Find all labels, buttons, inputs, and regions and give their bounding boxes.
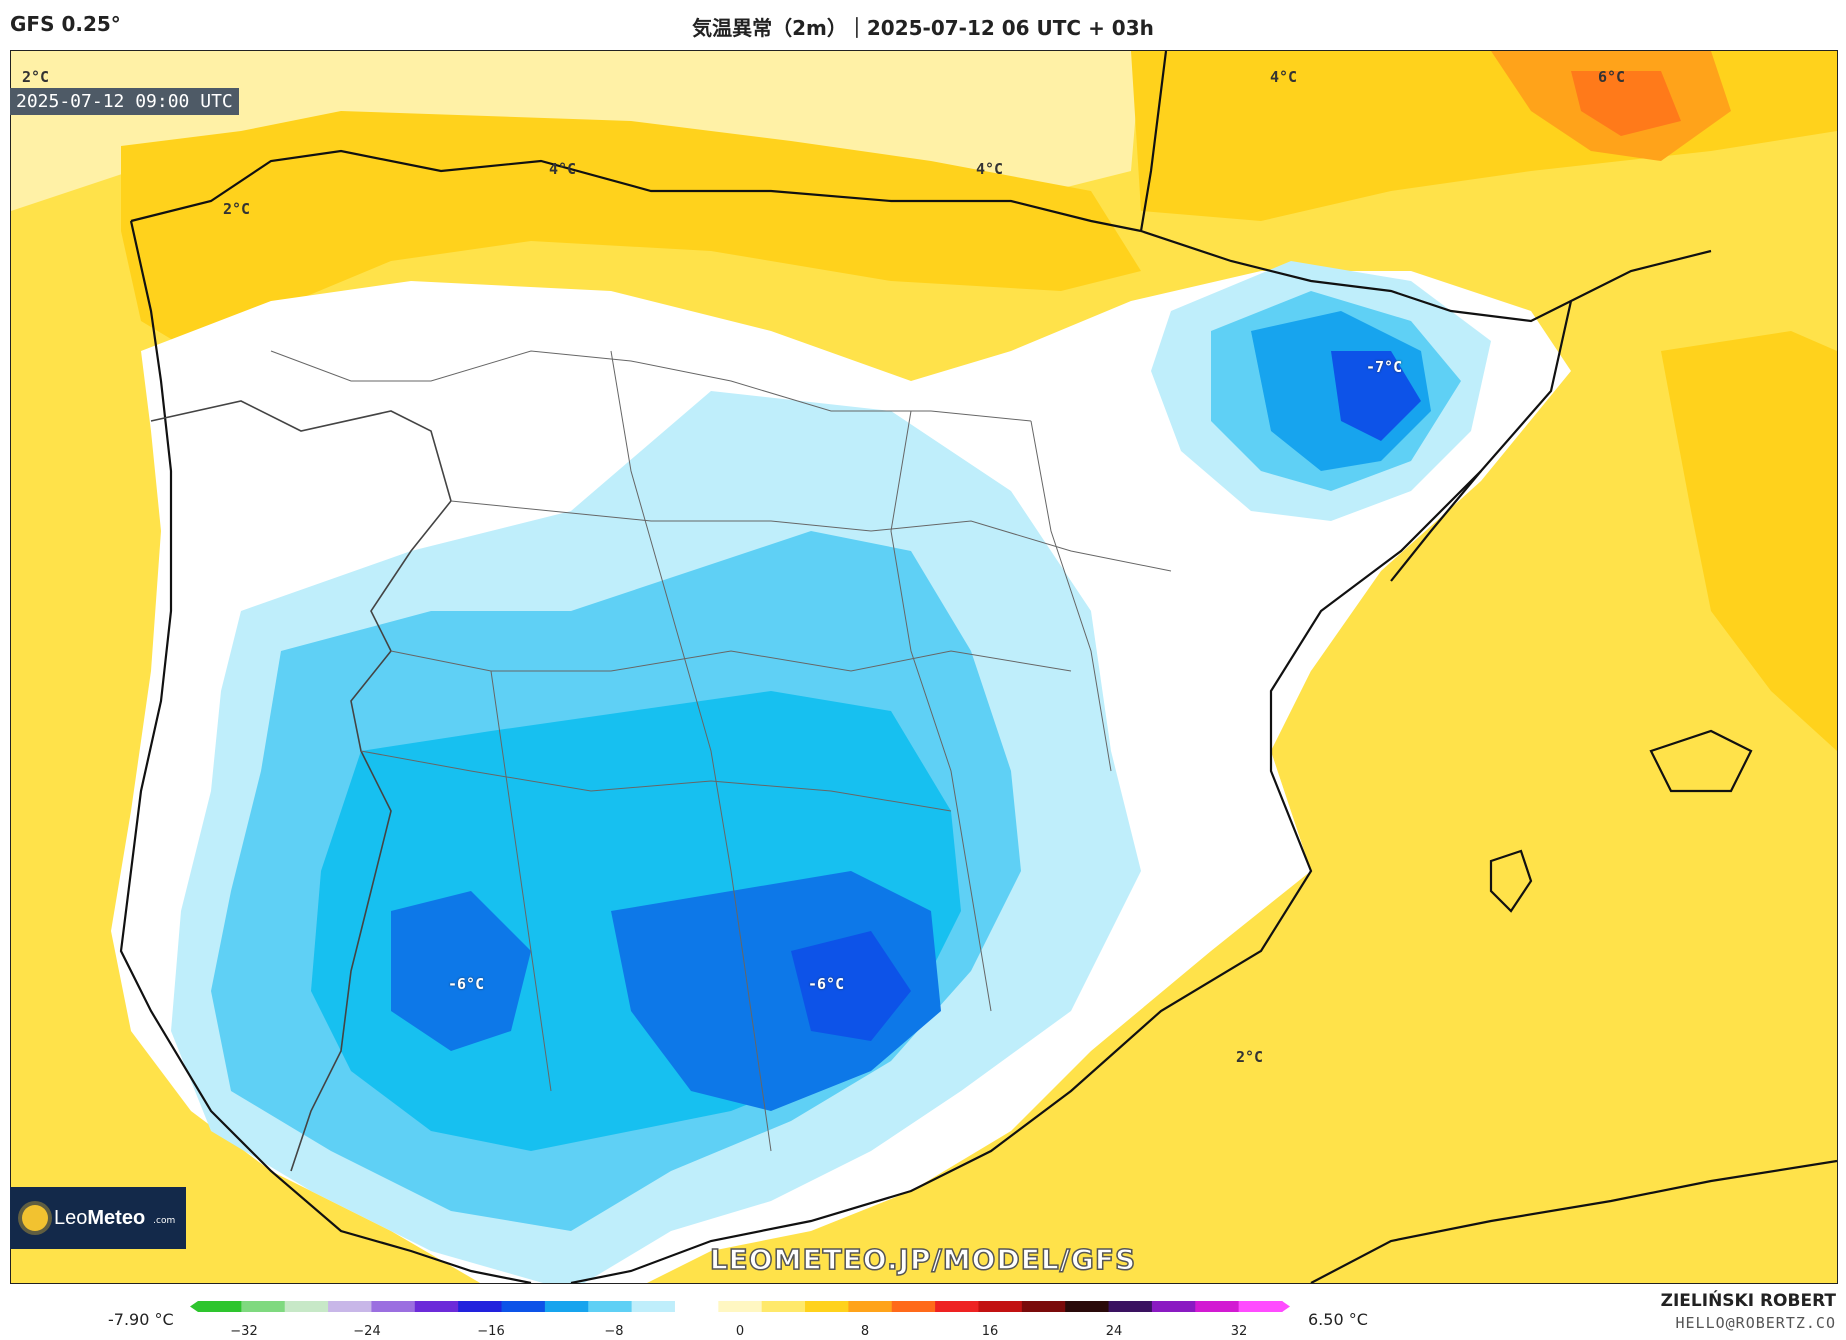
coastlines	[119, 51, 1837, 1283]
author-email[interactable]: HELLO@ROBERTZ.CO	[1675, 1314, 1836, 1332]
contour-label: 6°C	[1598, 68, 1626, 86]
sardinia-warm-zone	[1661, 331, 1837, 751]
scale-tick: 8	[860, 1324, 870, 1339]
scale-ticks: −32 −24 −16 −8 0 8 16 24 32	[190, 1324, 1290, 1340]
contour-label: 2°C	[22, 68, 50, 86]
scale-swatch	[198, 1301, 242, 1312]
scale-swatch	[978, 1301, 1023, 1312]
south-cold-core	[611, 871, 941, 1111]
contour-label: 2°C	[1236, 1048, 1264, 1066]
scale-swatch	[761, 1301, 806, 1312]
scale-swatch	[891, 1301, 936, 1312]
scale-swatch	[1108, 1301, 1153, 1312]
map-frame[interactable]	[10, 50, 1838, 1284]
cantabrian-warm-zone	[121, 111, 1141, 351]
contour-label: 2°C	[223, 200, 251, 218]
provincial-borders	[270, 350, 1172, 1152]
anomaly-map	[11, 51, 1837, 1283]
leometeo-logo[interactable]: LeoMeteo .com	[10, 1187, 186, 1249]
scale-swatch	[241, 1301, 286, 1312]
legend-max-value: 6.50 °C	[1308, 1310, 1368, 1329]
scale-arrow-min	[190, 1301, 198, 1312]
scale-swatch	[371, 1301, 416, 1312]
scale-swatch	[1151, 1301, 1196, 1312]
west-cold-core	[391, 891, 531, 1051]
scale-swatch	[935, 1301, 980, 1312]
scale-swatch	[284, 1301, 329, 1312]
logo-text: LeoMeteo	[54, 1206, 146, 1229]
scale-tick: 0	[735, 1324, 745, 1339]
scale-swatch	[544, 1301, 589, 1312]
scale-swatch	[1065, 1301, 1110, 1312]
scale-tick: 32	[1230, 1324, 1248, 1339]
scale-swatch	[501, 1301, 546, 1312]
scale-swatch	[1021, 1301, 1066, 1312]
france-hot-core	[1571, 71, 1681, 136]
author-credit: ZIELIŃSKI ROBERT	[1660, 1291, 1836, 1311]
scale-swatch	[631, 1301, 676, 1312]
model-label: GFS 0.25°	[10, 12, 121, 36]
scale-swatch	[588, 1301, 633, 1312]
mediterranean-warm-zone	[1011, 251, 1837, 1283]
site-watermark: LEOMETEO.JP/MODEL/GFS	[709, 1242, 1137, 1277]
scale-swatch	[458, 1301, 503, 1312]
scale-tick: −8	[604, 1324, 624, 1339]
ebro-cold-peak	[1331, 351, 1421, 441]
scale-tick: −24	[353, 1324, 381, 1339]
color-scale-bar	[190, 1301, 1290, 1312]
south-cold-peak	[791, 931, 911, 1041]
scale-swatch	[1195, 1301, 1240, 1312]
contour-label: 4°C	[1270, 68, 1298, 86]
scale-tick: 24	[1105, 1324, 1123, 1339]
scale-swatch	[674, 1301, 719, 1312]
scale-swatch	[718, 1301, 763, 1312]
scale-tick: 16	[981, 1324, 999, 1339]
legend-min-value: -7.90 °C	[108, 1310, 174, 1329]
map-title: 気温異常（2m）｜2025-07-12 06 UTC + 03h	[692, 16, 1154, 40]
scale-swatch	[414, 1301, 459, 1312]
logo-suffix: .com	[153, 1216, 176, 1226]
scale-swatch	[805, 1301, 849, 1312]
contour-label: -6°C	[448, 975, 485, 993]
contour-label: -6°C	[808, 975, 845, 993]
scale-swatch	[848, 1301, 893, 1312]
contour-label: 4°C	[976, 160, 1004, 178]
contour-label: -7°C	[1366, 358, 1403, 376]
valid-time-badge: 2025-07-12 09:00 UTC	[10, 88, 239, 115]
scale-swatch	[1238, 1301, 1283, 1312]
scale-arrow-max	[1282, 1301, 1290, 1312]
scale-tick: −16	[477, 1324, 505, 1339]
scale-swatch	[328, 1301, 373, 1312]
sun-icon	[22, 1205, 48, 1231]
contour-label: 4°C	[549, 160, 577, 178]
scale-tick: −32	[230, 1324, 258, 1339]
